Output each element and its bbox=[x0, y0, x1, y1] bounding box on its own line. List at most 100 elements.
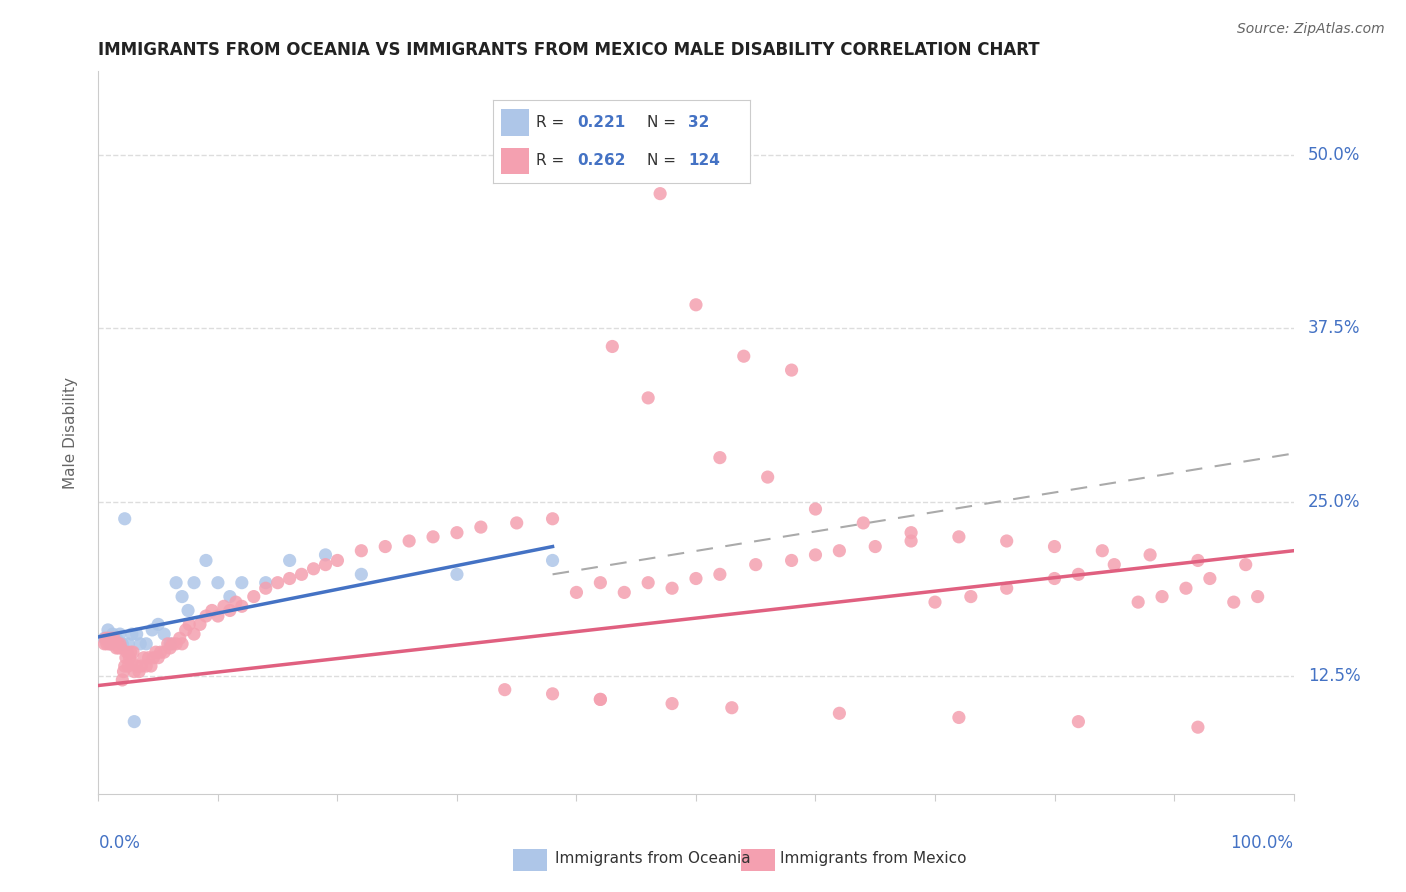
Point bbox=[900, 533, 922, 548]
Point bbox=[709, 567, 731, 582]
Point bbox=[165, 575, 187, 590]
Point bbox=[1091, 543, 1114, 558]
Point bbox=[96, 637, 118, 651]
Point bbox=[104, 637, 127, 651]
Point bbox=[733, 349, 755, 363]
Point bbox=[661, 697, 683, 711]
Text: 37.5%: 37.5% bbox=[1308, 319, 1361, 337]
Point bbox=[254, 581, 277, 595]
Point bbox=[132, 650, 155, 665]
Point bbox=[1234, 558, 1257, 572]
Point bbox=[108, 637, 131, 651]
Point bbox=[267, 575, 290, 590]
Point bbox=[120, 645, 142, 659]
Point bbox=[212, 599, 235, 614]
Point bbox=[278, 553, 301, 567]
Point bbox=[541, 553, 564, 567]
Point bbox=[101, 627, 124, 641]
Point bbox=[1067, 567, 1090, 582]
Point bbox=[135, 659, 157, 673]
Point bbox=[93, 637, 115, 651]
Text: Source: ZipAtlas.com: Source: ZipAtlas.com bbox=[1237, 22, 1385, 37]
Text: 12.5%: 12.5% bbox=[1308, 667, 1361, 685]
Point bbox=[828, 543, 851, 558]
Point bbox=[302, 562, 325, 576]
Point bbox=[589, 575, 612, 590]
Point bbox=[685, 572, 707, 586]
Point bbox=[172, 590, 194, 604]
Point bbox=[115, 650, 138, 665]
Point bbox=[114, 512, 136, 526]
Point bbox=[207, 609, 229, 624]
Point bbox=[118, 650, 141, 665]
Point bbox=[117, 637, 139, 651]
Point bbox=[153, 645, 176, 659]
Point bbox=[172, 637, 194, 651]
Point bbox=[183, 627, 205, 641]
Point bbox=[1247, 590, 1270, 604]
Point bbox=[804, 548, 827, 562]
Point bbox=[648, 186, 672, 201]
Point bbox=[100, 632, 122, 646]
Point bbox=[1175, 581, 1198, 595]
Point bbox=[195, 553, 218, 567]
Point bbox=[865, 540, 887, 554]
Point bbox=[148, 650, 170, 665]
Point bbox=[254, 575, 277, 590]
Point bbox=[1043, 572, 1066, 586]
Point bbox=[125, 659, 148, 673]
Point bbox=[179, 617, 201, 632]
Point bbox=[107, 637, 129, 651]
Point bbox=[110, 640, 132, 655]
Point bbox=[589, 692, 612, 706]
Point bbox=[291, 567, 314, 582]
Point bbox=[159, 640, 181, 655]
Point bbox=[107, 640, 129, 655]
Text: 25.0%: 25.0% bbox=[1308, 493, 1361, 511]
Point bbox=[422, 530, 444, 544]
Point bbox=[243, 590, 266, 604]
Point bbox=[153, 627, 176, 641]
Point bbox=[948, 710, 970, 724]
Y-axis label: Male Disability: Male Disability bbox=[63, 376, 77, 489]
Point bbox=[139, 659, 162, 673]
Point bbox=[1043, 540, 1066, 554]
Point bbox=[756, 470, 779, 484]
Point bbox=[219, 590, 242, 604]
Point bbox=[231, 575, 253, 590]
Point bbox=[637, 391, 659, 405]
Point bbox=[315, 548, 337, 562]
Point bbox=[350, 567, 373, 582]
Point bbox=[685, 298, 707, 312]
Point bbox=[661, 581, 683, 595]
Point bbox=[177, 603, 200, 617]
Point bbox=[135, 637, 157, 651]
Point bbox=[541, 687, 564, 701]
Point bbox=[105, 640, 128, 655]
Text: Immigrants from Oceania: Immigrants from Oceania bbox=[555, 851, 751, 865]
Point bbox=[446, 525, 468, 540]
Point bbox=[145, 645, 167, 659]
Point bbox=[470, 520, 492, 534]
Point bbox=[1152, 590, 1174, 604]
Point bbox=[541, 512, 564, 526]
Point bbox=[149, 645, 172, 659]
Text: Immigrants from Mexico: Immigrants from Mexico bbox=[780, 851, 967, 865]
Point bbox=[174, 623, 197, 637]
Point bbox=[162, 637, 184, 651]
Point bbox=[1139, 548, 1161, 562]
Text: 100.0%: 100.0% bbox=[1230, 834, 1294, 852]
Point bbox=[94, 632, 117, 646]
Point bbox=[115, 645, 138, 659]
Point bbox=[589, 692, 612, 706]
Point bbox=[780, 553, 803, 567]
Point bbox=[131, 659, 153, 673]
Point bbox=[924, 595, 946, 609]
Point bbox=[201, 603, 224, 617]
Point bbox=[745, 558, 768, 572]
Point bbox=[101, 637, 124, 651]
Text: IMMIGRANTS FROM OCEANIA VS IMMIGRANTS FROM MEXICO MALE DISABILITY CORRELATION CH: IMMIGRANTS FROM OCEANIA VS IMMIGRANTS FR… bbox=[98, 41, 1040, 59]
Point bbox=[1199, 572, 1222, 586]
Point bbox=[121, 627, 143, 641]
Point bbox=[1128, 595, 1150, 609]
